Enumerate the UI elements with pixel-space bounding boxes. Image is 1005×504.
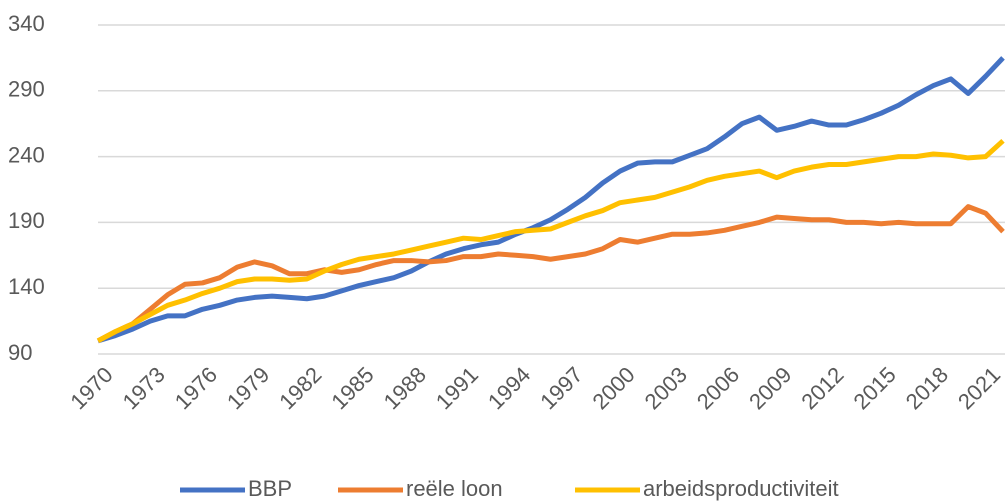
legend-label: arbeidsproductiviteit	[643, 476, 839, 501]
y-tick-label: 140	[8, 274, 45, 299]
y-tick-label: 290	[8, 77, 45, 102]
x-tick-label: 1973	[118, 362, 170, 414]
y-tick-label: 240	[8, 142, 45, 167]
x-tick-label: 1985	[326, 362, 378, 414]
x-tick-label: 2003	[640, 362, 692, 414]
x-tick-label: 2015	[849, 362, 901, 414]
y-tick-label: 340	[8, 11, 45, 36]
series-line	[96, 204, 1005, 344]
x-tick-label: 2000	[587, 362, 639, 414]
x-tick-label: 2009	[744, 362, 796, 414]
y-tick-label: 190	[8, 208, 45, 233]
x-tick-label: 1988	[379, 362, 431, 414]
x-tick-label: 1991	[431, 362, 483, 414]
x-tick-label: 2006	[692, 362, 744, 414]
x-tick-label: 2012	[796, 362, 848, 414]
y-tick-label: 90	[8, 340, 32, 365]
x-tick-label: 1979	[222, 362, 274, 414]
x-tick-label: 1997	[535, 362, 587, 414]
x-tick-label: 2021	[953, 362, 1005, 414]
x-tick-label: 1982	[274, 362, 326, 414]
legend-label: reële loon	[406, 476, 503, 501]
x-tick-label: 1994	[483, 362, 535, 414]
legend-label: BBP	[248, 476, 292, 501]
series-line	[96, 138, 1005, 344]
series-line	[97, 56, 1005, 344]
x-tick-label: 1970	[65, 362, 117, 414]
x-tick-label: 2018	[901, 362, 953, 414]
x-tick-label: 1976	[170, 362, 222, 414]
